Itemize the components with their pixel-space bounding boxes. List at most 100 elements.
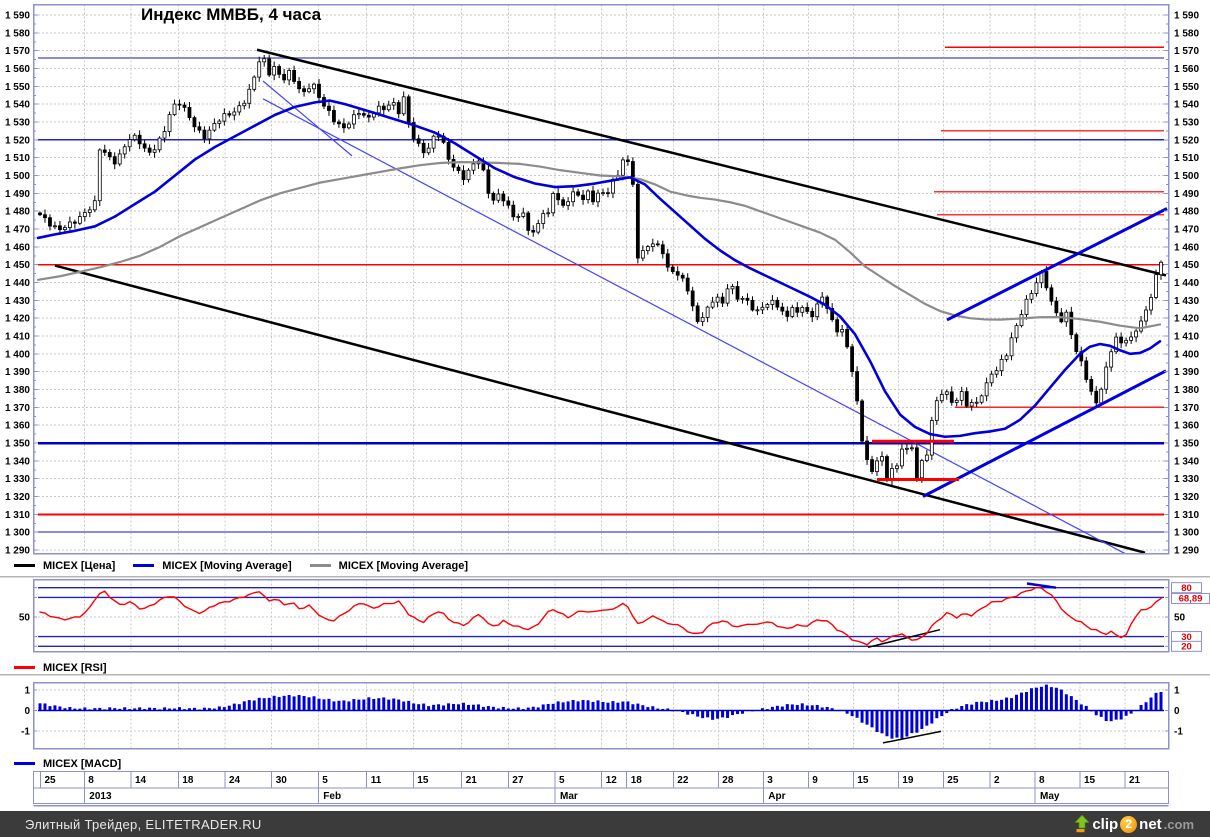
svg-text:1 310: 1 310 — [5, 510, 30, 521]
svg-text:Apr: Apr — [768, 791, 785, 802]
rsi-line — [39, 586, 1162, 646]
trendlines-front — [872, 207, 1168, 498]
svg-text:1 490: 1 490 — [5, 189, 30, 200]
svg-text:1 360: 1 360 — [1174, 421, 1199, 432]
svg-text:1 320: 1 320 — [5, 492, 30, 503]
svg-text:1 450: 1 450 — [1174, 260, 1199, 271]
svg-text:1 570: 1 570 — [5, 46, 30, 57]
svg-text:0: 0 — [1174, 706, 1180, 717]
svg-text:-1: -1 — [1174, 727, 1183, 738]
svg-text:1 520: 1 520 — [5, 135, 30, 146]
ma-fast-line — [36, 99, 1162, 439]
svg-text:25: 25 — [45, 775, 57, 786]
svg-text:1 370: 1 370 — [1174, 403, 1199, 414]
svg-text:1 480: 1 480 — [1174, 207, 1199, 218]
svg-text:1 320: 1 320 — [1174, 492, 1199, 503]
macd-panel: 1 1 0 0 -1 -1 — [21, 681, 1183, 750]
svg-text:12: 12 — [606, 775, 618, 786]
svg-text:30: 30 — [1181, 632, 1192, 643]
svg-text:8: 8 — [88, 775, 94, 786]
price-legend: MICEX [Цена] MICEX [Moving Average] MICEX … — [14, 558, 468, 573]
svg-text:1 490: 1 490 — [1174, 189, 1199, 200]
logo-circle-2: 2 — [1120, 815, 1138, 833]
svg-text:1 360: 1 360 — [5, 421, 30, 432]
legend-swatch — [14, 666, 35, 669]
svg-text:1 330: 1 330 — [5, 474, 30, 485]
legend-label: MICEX [MACD] — [43, 757, 122, 770]
svg-text:1 500: 1 500 — [1174, 171, 1199, 182]
svg-text:1 550: 1 550 — [5, 82, 30, 93]
legend-swatch — [133, 564, 155, 567]
svg-text:1 400: 1 400 — [1174, 349, 1199, 360]
svg-text:1 530: 1 530 — [1174, 118, 1199, 129]
svg-text:68,89: 68,89 — [1179, 594, 1203, 605]
svg-text:22: 22 — [677, 775, 689, 786]
svg-text:1: 1 — [1174, 686, 1180, 697]
svg-text:1 430: 1 430 — [1174, 296, 1199, 307]
svg-text:1 410: 1 410 — [1174, 332, 1199, 343]
price-legend-item: MICEX [Moving Average] — [133, 560, 292, 572]
legend-swatch — [14, 762, 35, 765]
svg-text:1 390: 1 390 — [1174, 367, 1199, 378]
svg-text:1 480: 1 480 — [5, 207, 30, 218]
ma-slow-line — [36, 161, 1162, 330]
svg-text:1 470: 1 470 — [1174, 225, 1199, 236]
svg-text:1 460: 1 460 — [1174, 242, 1199, 253]
svg-text:8: 8 — [1039, 775, 1045, 786]
clip2net-logo[interactable]: clip 2 net .com — [1074, 815, 1194, 833]
footer-credit: Элитный Трейдер, ELITETRADER.RU — [25, 816, 262, 832]
macd-legend-item: MICEX [MACD] — [14, 758, 121, 770]
trendlines-back — [54, 48, 1167, 555]
svg-text:11: 11 — [371, 775, 382, 786]
svg-text:1 450: 1 450 — [5, 260, 30, 271]
svg-text:20: 20 — [1181, 642, 1192, 653]
svg-text:1 330: 1 330 — [1174, 474, 1199, 485]
svg-text:21: 21 — [466, 775, 478, 786]
svg-text:80: 80 — [1181, 583, 1192, 594]
svg-text:14: 14 — [135, 775, 147, 786]
svg-text:1 520: 1 520 — [1174, 135, 1199, 146]
svg-text:1 530: 1 530 — [5, 118, 30, 129]
svg-text:-1: -1 — [21, 727, 30, 738]
svg-text:1 380: 1 380 — [5, 385, 30, 396]
legend-swatch — [14, 564, 35, 567]
svg-text:15: 15 — [1084, 775, 1096, 786]
svg-text:1 310: 1 310 — [1174, 510, 1199, 521]
svg-text:1 420: 1 420 — [1174, 314, 1199, 325]
svg-text:1 370: 1 370 — [5, 403, 30, 414]
legend-swatch — [309, 564, 331, 567]
date-axis — [32, 770, 1170, 805]
svg-text:1 350: 1 350 — [5, 439, 30, 450]
svg-text:1 460: 1 460 — [5, 242, 30, 253]
y-axis-labels: 1 290 1 290 1 300 1 300 1 310 1 310 1 320 1 320… — [5, 11, 1199, 557]
price-legend-item: MICEX [Moving Average] — [309, 560, 468, 572]
panel-dividers — [0, 575, 1210, 807]
svg-text:May: May — [1040, 791, 1060, 802]
support-resistance-levels — [38, 46, 1164, 534]
svg-text:28: 28 — [722, 775, 734, 786]
svg-text:25: 25 — [947, 775, 959, 786]
svg-text:1 590: 1 590 — [1174, 11, 1199, 22]
svg-text:1 440: 1 440 — [5, 278, 30, 289]
svg-text:1 380: 1 380 — [1174, 385, 1199, 396]
svg-text:1 560: 1 560 — [5, 64, 30, 75]
svg-text:24: 24 — [229, 775, 241, 786]
svg-text:1 390: 1 390 — [5, 367, 30, 378]
svg-text:1 500: 1 500 — [5, 171, 30, 182]
svg-text:1 300: 1 300 — [1174, 528, 1199, 539]
date-labels: 25 8 14 18 24 30 5 11 15 21 27 5 12 18 22 28 3 9 15 19 25 2 8 1… — [45, 775, 1141, 802]
svg-text:1 550: 1 550 — [1174, 82, 1199, 93]
svg-text:18: 18 — [182, 775, 194, 786]
upload-arrow-icon — [1074, 815, 1091, 833]
svg-text:1 350: 1 350 — [1174, 439, 1199, 450]
svg-text:5: 5 — [559, 775, 565, 786]
svg-text:9: 9 — [812, 775, 818, 786]
svg-text:1 470: 1 470 — [5, 225, 30, 236]
svg-text:2013: 2013 — [89, 791, 112, 802]
svg-text:Feb: Feb — [323, 791, 341, 802]
svg-text:0: 0 — [24, 706, 30, 717]
svg-text:15: 15 — [857, 775, 869, 786]
price-axis — [32, 3, 1170, 555]
rsi-legend-item: MICEX [RSI] — [14, 662, 107, 674]
